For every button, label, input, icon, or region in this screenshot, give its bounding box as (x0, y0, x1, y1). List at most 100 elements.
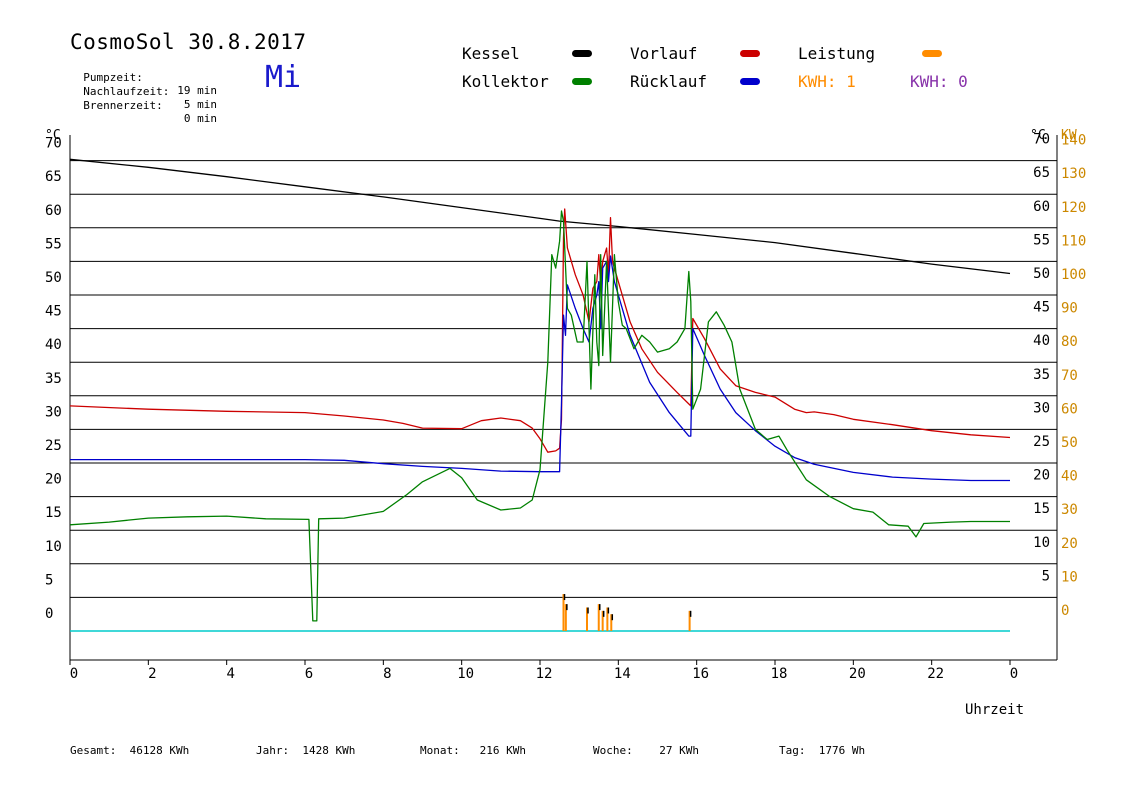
y2-tick-label: 70 (1061, 368, 1078, 384)
axes (69, 135, 1058, 661)
total-woche: Woche: 27 KWh (593, 744, 699, 757)
series-line-vorlauf (69, 208, 1011, 453)
brenner-time-value: 0 min (183, 112, 217, 125)
series-line-kollektor (69, 210, 1010, 622)
x-tick-label: 18 (771, 666, 788, 682)
y-left-tick-label: 60 (45, 203, 62, 219)
tag-value: 1776 Wh (818, 744, 866, 757)
y-left-tick-label: 5 (45, 572, 53, 588)
y2-tick-label: 50 (1061, 435, 1078, 451)
leistung-bars (562, 594, 692, 631)
jahr-value: 1428 KWh (302, 744, 356, 757)
chart-title: CosmoSol 30.8.2017 (70, 30, 307, 54)
monat-value: 216 KWh (479, 744, 526, 757)
y-right-tick-label: 40 (1033, 333, 1050, 349)
y-right-tick-label: 50 (1033, 266, 1050, 282)
total-jahr: Jahr: 1428 KWh (256, 744, 355, 757)
legend-vorlauf-label: Vorlauf (630, 44, 698, 63)
pump-time-label: Pumpzeit: (83, 71, 143, 84)
y-left-tick-label: 10 (45, 539, 62, 555)
y2-tick-label: 110 (1061, 233, 1086, 249)
monat-label: Monat: (420, 744, 460, 757)
y-left-tick-label: 70 (45, 136, 62, 152)
y-right-tick-label: 60 (1033, 199, 1050, 215)
x-tick-label: 6 (305, 666, 313, 682)
y-left-tick-label: 40 (45, 337, 62, 353)
x-tick-label: 10 (457, 666, 474, 682)
y-left-tick-label: 45 (45, 304, 62, 320)
y-right-tick-label: 10 (1033, 535, 1050, 551)
x-tick-label: 0 (70, 666, 78, 682)
y2-unit: KW (1061, 128, 1077, 143)
x-tick-label: 2 (148, 666, 156, 682)
legend-kollektor-swatch (572, 78, 592, 85)
weekday-label: Mi (265, 60, 302, 95)
y-left-tick-label: 15 (45, 505, 62, 521)
x-tick-label: 12 (536, 666, 553, 682)
y-right-tick-label: 45 (1033, 300, 1050, 316)
total-monat: Monat: 216 KWh (420, 744, 526, 757)
legend-kessel-label: Kessel (462, 44, 520, 63)
tick-labels: 0510152025303540455055606570510152025303… (45, 132, 1086, 682)
series-line-ruecklauf (70, 255, 1010, 482)
jahr-label: Jahr: (256, 744, 290, 757)
x-tick-label: 8 (383, 666, 391, 682)
legend-leistung-label: Leistung (798, 44, 876, 63)
gesamt-value: 46128 KWh (129, 744, 190, 757)
y2-tick-label: 20 (1061, 536, 1078, 552)
legend-kwh2: KWH: 0 (910, 72, 968, 91)
legend-kollektor-label: Kollektor (462, 72, 549, 91)
y-left-tick-label: 30 (45, 404, 62, 420)
x-tick-label: 4 (226, 666, 234, 682)
y2-tick-label: 60 (1061, 401, 1078, 417)
y-right-tick-label: 35 (1033, 367, 1050, 383)
tag-label: Tag: (779, 744, 806, 757)
pump-time: Pumpzeit: 19 min (70, 58, 217, 97)
nachlauf-time: Nachlaufzeit: 5 min (70, 72, 217, 111)
woche-value: 27 KWh (659, 744, 699, 757)
x-tick-label: 14 (614, 666, 631, 682)
y2-tick-label: 100 (1061, 267, 1086, 283)
legend-leistung-swatch (922, 50, 942, 57)
nachlauf-time-label: Nachlaufzeit: (83, 85, 170, 98)
total-tag: Tag: 1776 Wh (779, 744, 865, 757)
x-tick-label: 22 (927, 666, 944, 682)
nachlauf-time-value: 5 min (183, 98, 217, 111)
legend-ruecklauf-swatch (740, 78, 760, 85)
y-right-tick-label: 70 (1033, 132, 1050, 148)
y2-tick-label: 80 (1061, 334, 1078, 350)
gesamt-label: Gesamt: (70, 744, 117, 757)
y-right-tick-label: 30 (1033, 400, 1050, 416)
y-left-tick-label: 55 (45, 236, 62, 252)
y2-tick-label: 140 (1061, 133, 1086, 149)
series-line-kessel (69, 158, 1011, 275)
x-tick-label: 0 (1010, 666, 1018, 682)
y-right-tick-label: 65 (1033, 165, 1050, 181)
y-right-tick-label: 55 (1033, 232, 1050, 248)
y-right-tick-label: 5 (1042, 568, 1050, 584)
y2-tick-label: 90 (1061, 301, 1078, 317)
y-right-tick-label: 20 (1033, 468, 1050, 484)
y2-tick-label: 30 (1061, 502, 1078, 518)
legend-kwh1: KWH: 1 (798, 72, 856, 91)
x-axis-label: Uhrzeit (965, 702, 1024, 718)
y-right-unit: °C (1030, 128, 1046, 143)
y-left-tick-label: 20 (45, 472, 62, 488)
y2-tick-label: 10 (1061, 569, 1078, 585)
y-left-tick-label: 65 (45, 169, 62, 185)
y-left-unit: °C (45, 128, 61, 143)
legend-kessel-swatch (572, 50, 592, 57)
y2-tick-label: 0 (1061, 603, 1069, 619)
brenner-time: Brennerzeit: 0 min (70, 86, 217, 125)
y2-tick-label: 130 (1061, 166, 1086, 182)
y2-tick-label: 120 (1061, 200, 1086, 216)
y-left-tick-label: 0 (45, 606, 53, 622)
total-gesamt: Gesamt: 46128 KWh (70, 744, 189, 757)
legend-ruecklauf-label: Rücklauf (630, 72, 708, 91)
series-lines (69, 158, 1011, 622)
y2-tick-label: 40 (1061, 469, 1078, 485)
woche-label: Woche: (593, 744, 633, 757)
legend-vorlauf-swatch (740, 50, 760, 57)
y-left-tick-label: 25 (45, 438, 62, 454)
